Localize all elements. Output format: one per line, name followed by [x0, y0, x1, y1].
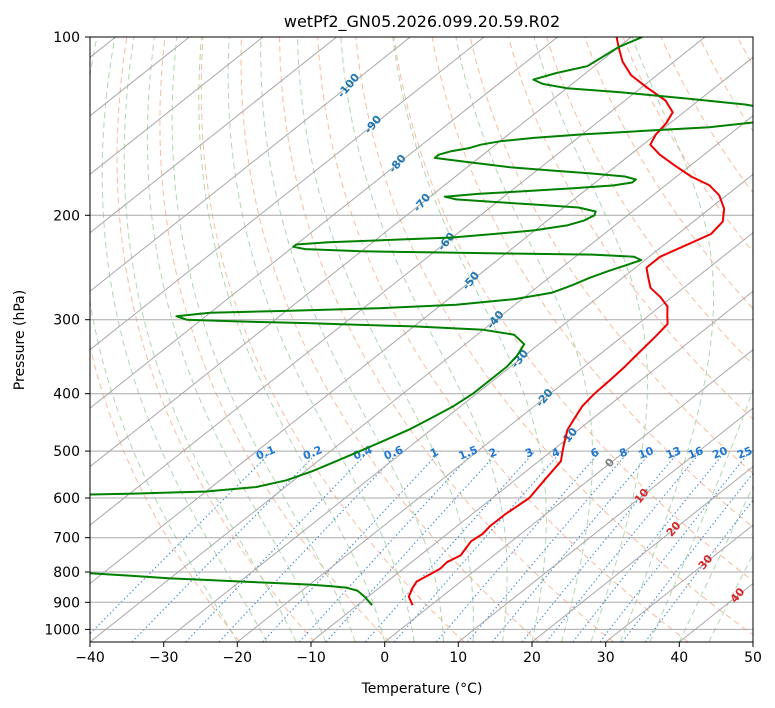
- y-tick-label: 600: [53, 491, 80, 507]
- isotherm-line: [90, 37, 558, 409]
- isotherm-line: [90, 37, 706, 526]
- x-tick-label: −30: [149, 650, 179, 666]
- moist-adiabats: [90, 37, 753, 642]
- y-tick-label: 500: [53, 444, 80, 460]
- dry-adiabat-line: [116, 37, 316, 642]
- mixing-ratio-line: [521, 450, 680, 642]
- x-tick-label: 50: [744, 650, 762, 666]
- moist-adiabat-line: [198, 37, 386, 642]
- isotherm-line: [90, 37, 411, 292]
- temperature-line: [407, 37, 726, 606]
- x-tick-label: 0: [380, 650, 389, 666]
- mixing-ratio-label: 1: [428, 445, 440, 460]
- x-tick-label: 20: [523, 650, 541, 666]
- chart-title: wetPf2_GN05.2026.099.20.59.R02: [284, 12, 560, 32]
- moist-adiabat-line: [297, 37, 474, 642]
- profile-series: [90, 37, 753, 606]
- y-tick-label: 100: [53, 30, 80, 46]
- moist-adiabat-line: [392, 37, 547, 642]
- y-tick-label: 400: [53, 387, 80, 403]
- mixing-ratio-label: 13: [664, 444, 683, 462]
- dry-adiabat-line: [317, 37, 689, 642]
- mixing-ratio-line: [467, 450, 630, 642]
- isotherm-line: [605, 524, 753, 642]
- mixing-ratio-line: [90, 450, 273, 635]
- y-tick-label: 900: [53, 595, 80, 611]
- isotherm-line: [90, 37, 264, 175]
- mixing-ratio-line: [131, 450, 320, 642]
- x-tick-label: 30: [597, 650, 615, 666]
- dry-adiabat-line: [90, 344, 241, 642]
- isotherms: [90, 37, 753, 642]
- moist-adiabat-line: [260, 37, 445, 642]
- isotherm-line: [531, 465, 753, 642]
- dry-adiabats: [90, 37, 753, 642]
- x-tick-label: −10: [296, 650, 326, 666]
- isotherm-line: [90, 115, 753, 642]
- moist-adiabat-line: [619, 37, 715, 642]
- dry-adiabat-line: [431, 37, 753, 528]
- mixing-ratio-label: 16: [686, 444, 705, 462]
- y-tick-label: 800: [53, 565, 80, 581]
- x-axis-label: Temperature (°C): [361, 681, 483, 697]
- mixing-ratio-line: [644, 499, 753, 642]
- isotherm-line: [90, 37, 632, 468]
- x-tick-label: 10: [449, 650, 467, 666]
- mixing-ratio-label: 25: [735, 444, 754, 462]
- mixing-ratio-line: [185, 450, 370, 642]
- y-tick-label: 700: [53, 531, 80, 547]
- mixing-ratio-line: [262, 450, 441, 642]
- isotherm-line: [163, 173, 753, 642]
- mixing-ratio-line: [364, 450, 536, 642]
- dewpoint-line: [90, 37, 753, 606]
- mixing-ratio-label: 8: [617, 445, 629, 460]
- isotherm-line: [236, 232, 753, 642]
- y-axis-ticks: 100 200 300 400 500 600 700 800 900 1000: [44, 30, 90, 638]
- isotherm-line: [90, 37, 337, 234]
- mixing-ratio-label: 20: [710, 444, 729, 462]
- mixing-ratio-line: [218, 450, 401, 642]
- x-tick-label: −40: [75, 650, 105, 666]
- y-axis-label: Pressure (hPa): [12, 290, 28, 390]
- y-tick-label: 1000: [44, 622, 80, 638]
- y-tick-label: 300: [53, 313, 80, 329]
- dry-adiabat-line: [355, 37, 753, 636]
- mixing-ratio-label: 3: [523, 445, 535, 460]
- isotherm-line: [90, 37, 485, 351]
- isotherm-line: [384, 349, 753, 642]
- moist-adiabat-line: [227, 37, 415, 642]
- plot-frame: [89, 36, 754, 643]
- y-tick-label: 200: [53, 208, 80, 224]
- moist-adiabat-line: [171, 37, 356, 642]
- isotherm-line: [90, 56, 753, 585]
- moist-adiabat-line: [533, 37, 648, 642]
- dry-adiabat-line: [393, 37, 753, 582]
- dry-adiabat-line: [279, 37, 614, 642]
- moist-adiabat-line: [340, 37, 508, 642]
- x-tick-label: 40: [670, 650, 688, 666]
- moist-adiabat-line: [455, 37, 593, 642]
- isotherm-line: [457, 407, 753, 642]
- x-axis-ticks: −40 −30 −20 −10 0 10 20 30 40 50: [75, 642, 762, 666]
- mixing-ratio-label: 2: [487, 445, 499, 460]
- moist-adiabat-line: [649, 387, 753, 642]
- x-tick-label: −20: [223, 650, 253, 666]
- mixing-ratio-line: [545, 450, 702, 642]
- mixing-ratio-line: [393, 450, 563, 642]
- dry-adiabat-line: [159, 37, 390, 642]
- dry-adiabat-line: [240, 37, 540, 642]
- mixing-ratio-label: 10: [637, 444, 656, 462]
- plot-area: -100-90-80-70-60-50-40-30-20-10010203040…: [90, 37, 754, 642]
- mixing-ratio-line: [325, 450, 500, 642]
- mixing-ratio-line: [621, 472, 753, 642]
- mixing-ratio-line: [572, 450, 726, 642]
- isotherm-line: [310, 290, 753, 642]
